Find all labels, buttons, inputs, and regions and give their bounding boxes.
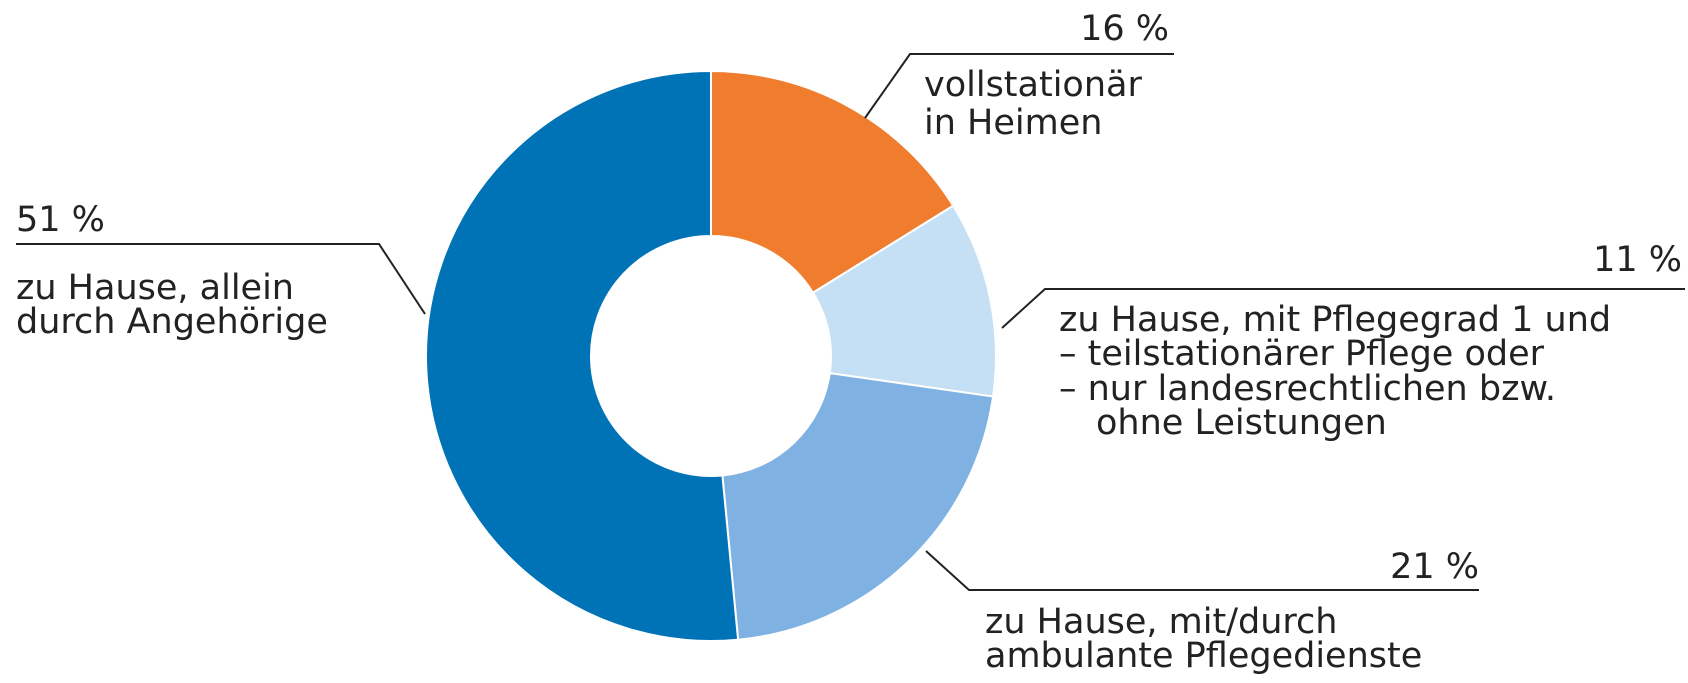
category-label: zu Hause, mit/durch xyxy=(985,602,1337,642)
category-label: vollstationär xyxy=(924,65,1142,105)
value-label: 21 % xyxy=(1390,547,1479,587)
value-label: 51 % xyxy=(16,200,105,240)
category-label: ohne Leistungen xyxy=(1096,403,1387,443)
donut-slice xyxy=(710,69,955,295)
donut-slice xyxy=(424,69,740,642)
donut-slice xyxy=(811,204,997,398)
leader-line xyxy=(925,550,1479,591)
donut-slice xyxy=(721,371,995,641)
category-label: zu Hause, allein xyxy=(16,268,294,308)
leader-line xyxy=(16,243,426,315)
value-label: 11 % xyxy=(1593,240,1682,280)
value-label: 16 % xyxy=(1080,9,1169,49)
category-label: – teilstationärer Pflege oder xyxy=(1059,334,1545,374)
category-label: – nur landesrechtlichen bzw. xyxy=(1059,369,1556,409)
category-label: zu Hause, mit Pflegegrad 1 und xyxy=(1059,300,1611,340)
leader-line xyxy=(1001,288,1685,329)
category-label: ambulante Pflegedienste xyxy=(985,636,1422,676)
category-label: in Heimen xyxy=(924,103,1102,143)
leader-line xyxy=(864,53,1174,119)
category-label: durch Angehörige xyxy=(16,302,328,342)
